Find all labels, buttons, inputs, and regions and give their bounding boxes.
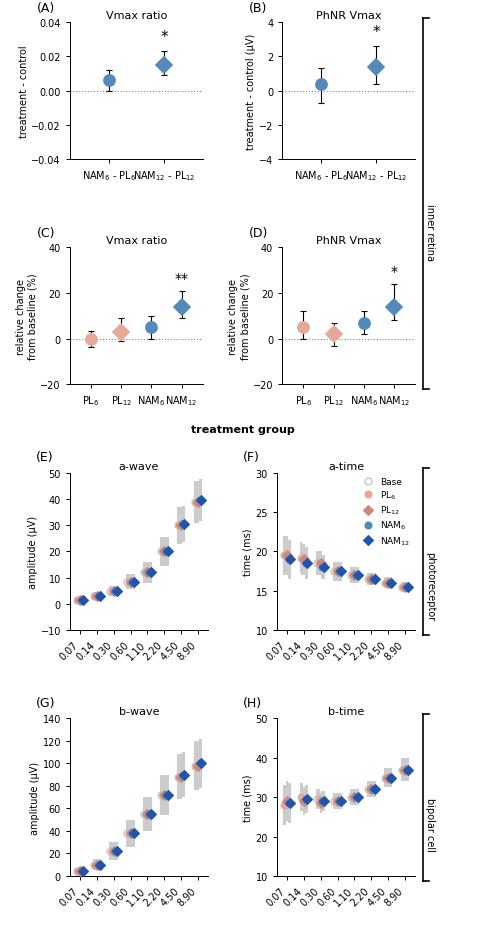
- Title: b-time: b-time: [328, 706, 364, 717]
- Title: PhNR Vmax: PhNR Vmax: [316, 11, 382, 21]
- Y-axis label: treatment - control (μV): treatment - control (μV): [246, 33, 256, 149]
- Text: (F): (F): [242, 451, 260, 464]
- Legend: Base, PL$_6$, PL$_{12}$, NAM$_6$, NAM$_{12}$: Base, PL$_6$, PL$_{12}$, NAM$_6$, NAM$_{…: [356, 475, 413, 550]
- Title: a-wave: a-wave: [119, 461, 159, 471]
- Text: (D): (D): [249, 227, 268, 240]
- Y-axis label: amplitude (μV): amplitude (μV): [28, 515, 38, 589]
- Title: PhNR Vmax: PhNR Vmax: [316, 236, 382, 246]
- Y-axis label: amplitude (μV): amplitude (μV): [30, 761, 40, 834]
- Title: a-time: a-time: [328, 461, 364, 471]
- Text: (E): (E): [36, 451, 53, 464]
- Text: treatment group: treatment group: [190, 424, 294, 434]
- Text: *: *: [372, 25, 380, 40]
- Title: Vmax ratio: Vmax ratio: [106, 11, 167, 21]
- Y-axis label: time (ms): time (ms): [243, 774, 253, 821]
- Text: inner retina: inner retina: [425, 204, 435, 261]
- Text: (B): (B): [249, 2, 268, 15]
- Text: (A): (A): [37, 2, 55, 15]
- Text: (H): (H): [242, 696, 262, 709]
- Text: *: *: [390, 265, 398, 279]
- Text: (G): (G): [36, 696, 55, 709]
- Title: b-wave: b-wave: [119, 706, 159, 717]
- Text: photoreceptor: photoreceptor: [425, 552, 435, 621]
- Y-axis label: treatment - control: treatment - control: [18, 45, 28, 138]
- Text: **: **: [174, 272, 188, 286]
- Y-axis label: time (ms): time (ms): [242, 528, 252, 576]
- Text: bipolar cell: bipolar cell: [425, 797, 435, 851]
- Text: *: *: [160, 31, 168, 45]
- Y-axis label: relative change
from baseline (%): relative change from baseline (%): [16, 273, 38, 360]
- Y-axis label: relative change
from baseline (%): relative change from baseline (%): [228, 273, 250, 360]
- Title: Vmax ratio: Vmax ratio: [106, 236, 167, 246]
- Text: (C): (C): [37, 227, 56, 240]
